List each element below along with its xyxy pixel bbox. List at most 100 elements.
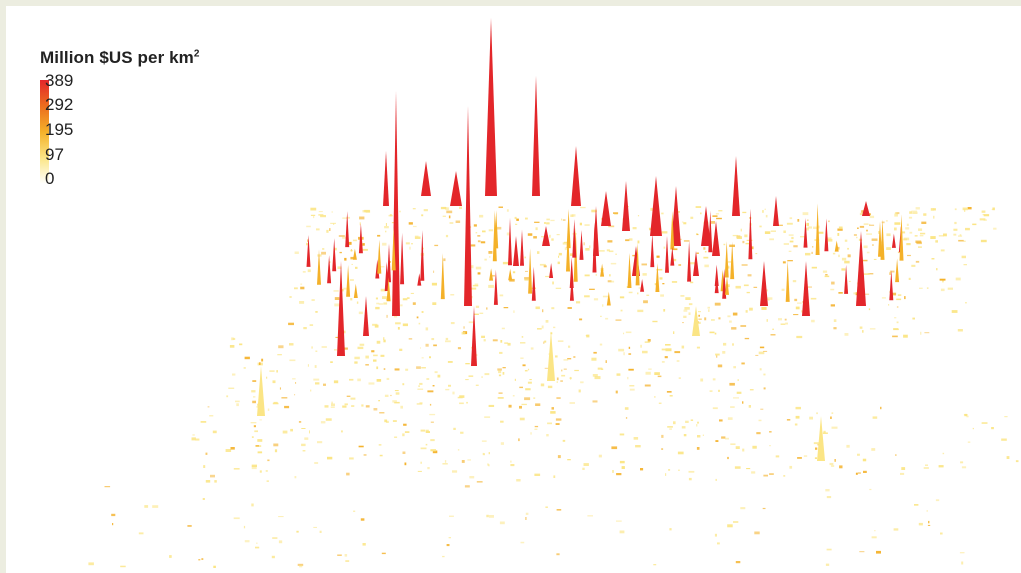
- terrain-speck: [203, 465, 206, 468]
- terrain-speck: [233, 517, 240, 520]
- terrain-speck: [482, 230, 486, 233]
- terrain-speck: [373, 354, 378, 357]
- terrain-speck: [524, 397, 531, 401]
- terrain-speck: [641, 263, 647, 266]
- terrain-speck: [751, 471, 756, 474]
- terrain-speck: [593, 351, 597, 354]
- terrain-speck: [696, 346, 700, 349]
- terrain-speck: [325, 418, 332, 421]
- legend: Million $US per km2 389 292 195 97 0: [40, 48, 200, 189]
- terrain-speck: [926, 287, 929, 289]
- terrain-speck: [421, 367, 426, 369]
- terrain-speck: [761, 307, 767, 310]
- terrain-speck: [302, 271, 306, 273]
- terrain-speck: [412, 208, 416, 210]
- terrain-speck: [411, 243, 413, 245]
- terrain-speck: [524, 370, 528, 372]
- terrain-speck: [461, 460, 465, 463]
- terrain-speck: [195, 438, 200, 441]
- terrain-speck: [484, 373, 490, 376]
- terrain-speck: [742, 448, 745, 452]
- terrain-speck: [629, 385, 635, 387]
- terrain-speck: [847, 254, 851, 258]
- terrain-speck: [209, 415, 214, 417]
- terrain-speck: [616, 373, 621, 376]
- terrain-speck: [472, 284, 479, 287]
- terrain-speck: [966, 415, 969, 418]
- terrain-speck: [350, 298, 353, 301]
- terrain-speck: [679, 238, 682, 240]
- terrain-speck: [727, 456, 729, 460]
- terrain-speck: [623, 332, 625, 335]
- terrain-speck: [289, 343, 294, 346]
- terrain-speck: [830, 416, 832, 419]
- terrain-speck: [533, 397, 536, 399]
- terrain-speck: [342, 330, 346, 334]
- terrain-peak: [384, 261, 389, 291]
- terrain-speck: [550, 332, 553, 335]
- terrain-speck: [279, 387, 281, 390]
- terrain-speck: [557, 340, 564, 342]
- terrain-speck: [704, 264, 709, 268]
- terrain-speck: [643, 300, 648, 304]
- terrain-speck: [678, 469, 680, 471]
- terrain-speck: [859, 212, 865, 216]
- terrain-speck: [788, 250, 792, 252]
- terrain-speck: [534, 428, 538, 430]
- terrain-speck: [320, 215, 326, 218]
- terrain-speck: [372, 323, 378, 326]
- terrain-speck: [729, 382, 735, 386]
- terrain-speck: [187, 525, 192, 527]
- terrain-speck: [584, 224, 590, 226]
- terrain-speck: [695, 206, 702, 208]
- terrain-speck: [814, 457, 817, 459]
- terrain-speck: [334, 303, 340, 307]
- terrain-speck: [558, 252, 562, 256]
- terrain-speck: [551, 407, 554, 410]
- terrain-speck: [871, 448, 876, 451]
- terrain-peak: [520, 229, 524, 266]
- terrain-speck: [703, 247, 706, 250]
- terrain-speck: [507, 342, 511, 346]
- terrain-speck: [584, 274, 590, 277]
- terrain-speck: [233, 468, 240, 470]
- terrain-speck: [112, 523, 114, 526]
- terrain-speck: [755, 253, 758, 255]
- terrain-peak: [566, 209, 571, 249]
- terrain-speck: [514, 378, 516, 381]
- terrain-speck: [591, 357, 597, 361]
- terrain-speck: [550, 411, 556, 414]
- terrain-speck: [440, 206, 446, 210]
- terrain-speck: [525, 217, 528, 220]
- terrain-speck: [983, 214, 990, 217]
- terrain-speck: [697, 421, 699, 424]
- terrain-speck: [712, 378, 716, 381]
- terrain-speck: [914, 504, 919, 506]
- terrain-speck: [421, 214, 424, 217]
- terrain-speck: [425, 429, 429, 432]
- terrain-speck: [763, 373, 766, 376]
- terrain-speck: [610, 262, 617, 265]
- terrain-speck: [626, 286, 629, 288]
- terrain-speck: [545, 320, 549, 323]
- terrain-speck: [765, 214, 768, 218]
- terrain-speck: [342, 405, 347, 408]
- terrain-speck: [449, 515, 454, 517]
- terrain-speck: [823, 430, 826, 433]
- terrain-speck: [360, 518, 365, 521]
- terrain-speck: [567, 358, 572, 360]
- terrain-speck: [557, 261, 560, 265]
- terrain-speck: [586, 334, 590, 338]
- terrain-speck: [520, 541, 525, 544]
- terrain-speck: [251, 503, 254, 507]
- terrain-peak: [650, 233, 655, 268]
- terrain-speck: [502, 367, 506, 369]
- terrain-speck: [685, 297, 691, 300]
- terrain-speck: [700, 378, 704, 382]
- terrain-speck: [714, 533, 717, 537]
- terrain-speck: [619, 460, 625, 464]
- terrain-speck: [683, 309, 688, 312]
- terrain-speck: [450, 294, 455, 296]
- terrain-speck: [742, 401, 744, 404]
- terrain-peak: [627, 252, 632, 288]
